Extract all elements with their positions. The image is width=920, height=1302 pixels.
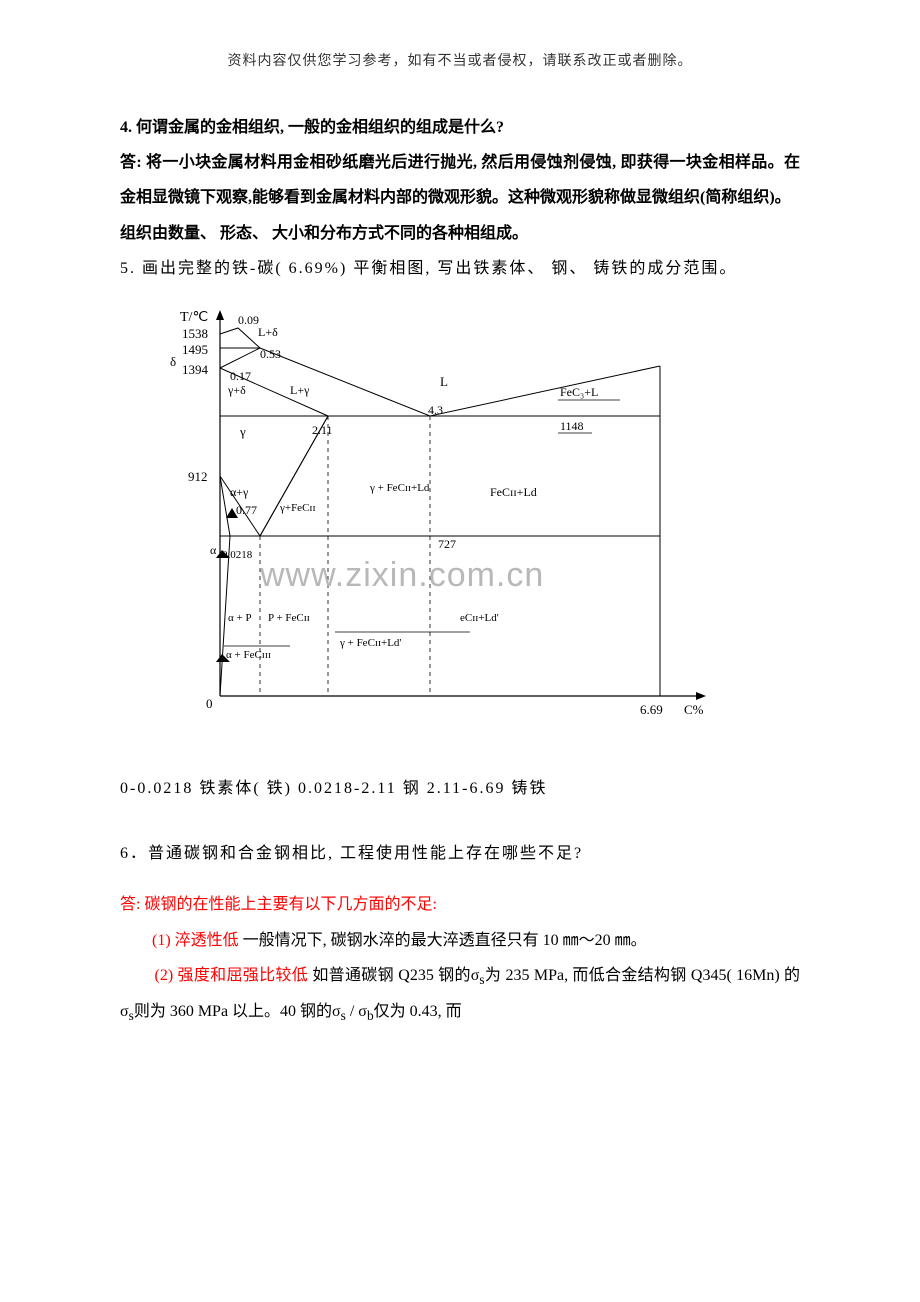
q6-answer-intro: 答: 碳钢的在性能上主要有以下几方面的不足: — [120, 887, 800, 922]
region-gamma: γ — [239, 424, 246, 439]
region-gFeCnLd2: γ + FeCɪɪ+Ld' — [339, 637, 401, 649]
region-FeCnLd: FeCɪɪ+Ld — [490, 485, 537, 499]
axis-x-label: C% — [684, 702, 704, 717]
q6-item1: (1) 淬透性低 一般情况下, 碳钢水淬的最大淬透直径只有 10 ㎜～20 ㎜。 — [120, 923, 800, 958]
q6-item2: (2) 强度和屈强比较低 如普通碳钢 Q235 钢的σs为 235 MPa, 而… — [120, 958, 800, 1031]
q6-item2-a: 如普通碳钢 Q235 钢的σ — [308, 967, 479, 984]
q6-item2-e: 仅为 0.43, 而 — [374, 1003, 462, 1020]
region-Fe3CL: FeC₃+L — [560, 385, 598, 399]
q6-item2-red: (2) 强度和屈强比较低 — [155, 967, 309, 984]
region-PFeCn: P + FeCɪɪ — [268, 612, 310, 624]
region-aFeCm: α + FeCɪɪɪ — [226, 649, 271, 661]
q6-question: 6．普通碳钢和合金钢相比, 工程使用性能上存在哪些不足? — [120, 836, 800, 871]
lbl-Ld: L+δ — [258, 325, 278, 339]
q4-answer-p2: 组织由数量、 形态、 大小和分布方式不同的各种相组成。 — [120, 216, 800, 251]
lbl-077: 0.77 — [236, 503, 257, 517]
q6-item2-c: 则为 360 MPa 以上。40 钢的σ — [134, 1003, 341, 1020]
q5-ranges: 0-0.0218 铁素体( 铁) 0.0218-2.11 钢 2.11-6.69… — [120, 771, 800, 806]
q6-item2-d: / σ — [346, 1003, 367, 1020]
region-eCnLd2: eCɪɪ+Ld' — [460, 612, 499, 624]
q4-answer-p1: 答: 将一小块金属材料用金相砂纸磨光后进行抛光, 然后用侵蚀剂侵蚀, 即获得一块… — [120, 145, 800, 215]
watermark: www.zixin.com.cn — [259, 556, 544, 594]
ytick-912: 912 — [188, 469, 208, 484]
q6-item1-black: 一般情况下, 碳钢水淬的最大淬透直径只有 10 ㎜～20 ㎜。 — [239, 932, 647, 949]
ytick-1538: 1538 — [182, 326, 208, 341]
region-ag: α+γ — [230, 485, 249, 499]
header-note: 资料内容仅供您学习参考，如有不当或者侵权，请联系改正或者删除。 — [120, 50, 800, 70]
q5-question: 5. 画出完整的铁-碳( 6.69%) 平衡相图, 写出铁素体、 钢、 铸铁的成… — [120, 251, 800, 286]
lbl-669: 6.69 — [640, 702, 663, 717]
lbl-009: 0.09 — [238, 313, 259, 327]
lbl-1148: 1148 — [560, 419, 584, 433]
region-gd: γ+δ — [227, 383, 246, 397]
region-delta: δ — [170, 354, 176, 369]
region-aP: α + P — [228, 612, 252, 624]
region-Lg: L+γ — [290, 383, 310, 397]
q4-question: 4. 何谓金属的金相组织, 一般的金相组织的组成是什么? — [120, 110, 800, 145]
region-alpha: α — [210, 543, 217, 557]
axis-y-label: T/℃ — [180, 310, 208, 325]
lbl-727: 727 — [438, 537, 456, 551]
ytick-1495: 1495 — [182, 342, 208, 357]
region-gFeCnLd: γ + FeCɪɪ+Ld — [369, 482, 430, 494]
ytick-0: 0 — [206, 696, 213, 711]
region-gFeCn: γ+FeCɪɪ — [279, 502, 316, 514]
sub-b: b — [367, 1008, 374, 1023]
lbl-43: 4.3 — [428, 403, 443, 417]
region-L: L — [440, 374, 448, 389]
phase-diagram: T/℃ 1538 1495 1394 912 0 δ 0.09 L+δ 0.53… — [160, 296, 800, 741]
ytick-1394: 1394 — [182, 362, 209, 377]
q6-item1-red: (1) 淬透性低 — [152, 932, 239, 949]
